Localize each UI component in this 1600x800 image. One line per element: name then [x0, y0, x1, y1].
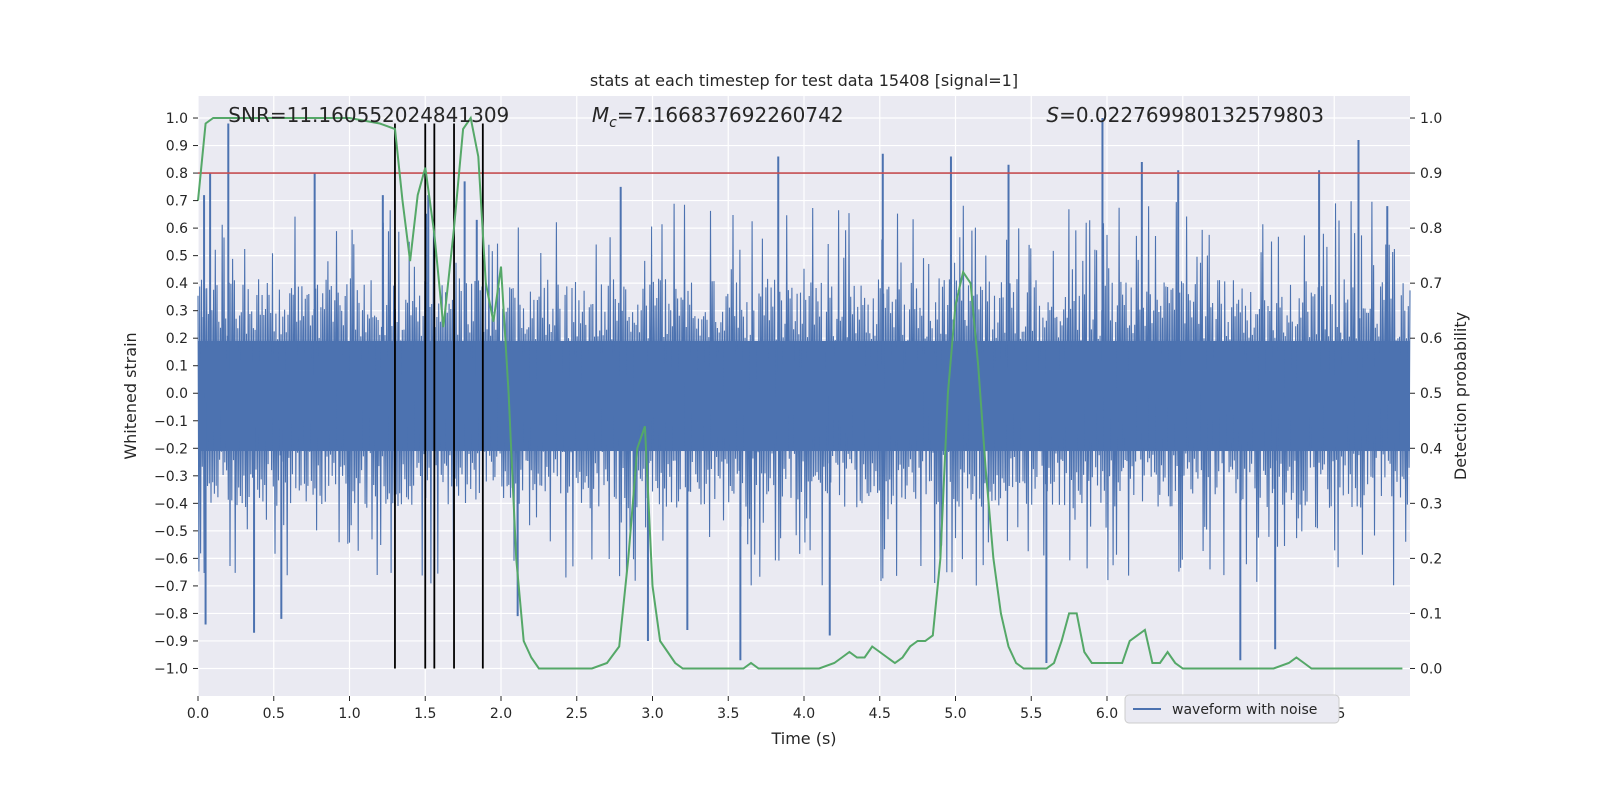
x-tick-label: 2.0 — [490, 706, 512, 722]
y2-tick-label: 0.1 — [1420, 606, 1442, 622]
x-tick-label: 2.5 — [566, 706, 588, 722]
annotation-value: =7.166837692260742 — [617, 103, 844, 127]
y2-tick-label: 0.3 — [1420, 496, 1442, 512]
y-tick-label: −1.0 — [154, 661, 188, 677]
detection-probability-line — [197, 115, 1403, 670]
y-axis-label: Whitened strain — [121, 332, 140, 459]
x-tick-label: 1.5 — [414, 706, 436, 722]
y-tick-label: −0.3 — [154, 469, 188, 485]
annotation-value: =0.022769980132579803 — [1059, 103, 1324, 127]
x-tick-label: 0.5 — [263, 706, 285, 722]
annotation-subscript: c — [609, 115, 617, 131]
x-tick-label: 3.0 — [641, 706, 663, 722]
x-tick-label: 3.5 — [717, 706, 739, 722]
annotation-1: Mc=7.166837692260742 — [592, 103, 844, 131]
annotation-symbol: S — [1046, 103, 1059, 127]
y-tick-label: 0.5 — [166, 249, 188, 265]
y2-tick-label: 0.8 — [1420, 221, 1442, 237]
y-tick-label: 0.0 — [166, 386, 188, 402]
annotation-symbol: M — [592, 103, 609, 127]
y2-tick-label: 0.2 — [1420, 551, 1442, 567]
y2-axis-label: Detection probability — [1451, 312, 1470, 480]
event-markers — [394, 123, 484, 669]
legend: waveform with noise — [1124, 694, 1340, 724]
y-tick-label: −0.7 — [154, 579, 188, 595]
y2-tick-label: 0.4 — [1420, 441, 1442, 457]
legend-box — [1124, 694, 1340, 724]
x-tick-label: 6.0 — [1096, 706, 1118, 722]
y-tick-label: 0.3 — [166, 304, 188, 320]
x-tick-label: 4.5 — [869, 706, 891, 722]
detection-probability-series — [197, 115, 1403, 670]
x-tick-label: 1.0 — [338, 706, 360, 722]
y-tick-label: −0.9 — [154, 634, 188, 650]
y-tick-label: 0.7 — [166, 194, 188, 210]
annotations: SNR=11.160552024841309 Mc=7.1668376922607… — [228, 103, 1324, 131]
y2-tick-label: 1.0 — [1420, 111, 1442, 127]
y2-tick-label: 0.5 — [1420, 386, 1442, 402]
y-tick-label: 0.4 — [166, 276, 188, 292]
y-tick-label: −0.1 — [154, 414, 188, 430]
y-tick-label: 0.9 — [166, 139, 188, 155]
y2-tick-label: 0.6 — [1420, 331, 1442, 347]
y2-tick-label: 0.7 — [1420, 276, 1442, 292]
x-axis-label: Time (s) — [770, 729, 836, 748]
x-tick-label: 5.0 — [944, 706, 966, 722]
x-tick-label: 0.0 — [187, 706, 209, 722]
noise-line — [197, 201, 1411, 586]
x-tick-label: 4.0 — [793, 706, 815, 722]
y-tick-label: 1.0 — [166, 111, 188, 127]
annotation-2: S=0.022769980132579803 — [1046, 103, 1324, 127]
y-tick-label: 0.2 — [166, 331, 188, 347]
y-tick-label: −0.8 — [154, 606, 188, 622]
y-tick-label: −0.4 — [154, 496, 188, 512]
y-tick-label: −0.2 — [154, 441, 188, 457]
annotation-0: SNR=11.160552024841309 — [228, 103, 509, 127]
y-tick-label: 0.1 — [166, 359, 188, 375]
y2-tick-label: 0.9 — [1420, 166, 1442, 182]
waveform-with-noise-series — [197, 118, 1411, 663]
chart-title: stats at each timestep for test data 154… — [590, 71, 1018, 90]
y-tick-label: 0.6 — [166, 221, 188, 237]
y-tick-label: 0.8 — [166, 166, 188, 182]
y2-tick-label: 0.0 — [1420, 661, 1442, 677]
x-tick-label: 5.5 — [1020, 706, 1042, 722]
y-tick-label: −0.5 — [154, 524, 188, 540]
legend-label-waveform: waveform with noise — [1172, 702, 1317, 718]
y-tick-label: −0.6 — [154, 551, 188, 567]
